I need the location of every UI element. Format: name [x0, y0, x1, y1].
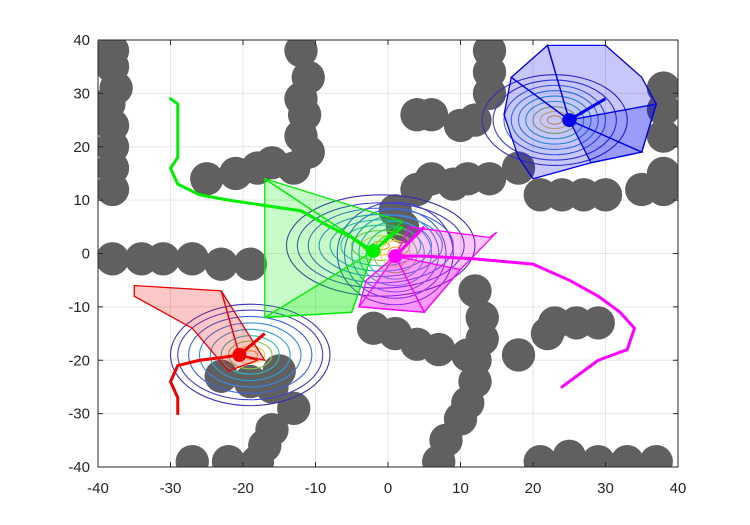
- obstacles: [98, 40, 678, 467]
- obstacle: [646, 156, 678, 191]
- obstacle: [472, 162, 507, 196]
- obstacle: [277, 391, 311, 425]
- contour-ellipse: [296, 202, 465, 289]
- y-tick-label: 20: [73, 139, 90, 156]
- obstacle: [472, 76, 507, 111]
- obstacle: [458, 274, 492, 308]
- contour-ellipse: [351, 229, 411, 261]
- obstacle: [400, 98, 434, 132]
- obstacle: [523, 444, 557, 467]
- fov-polygon: [567, 118, 644, 164]
- fov-polygon: [264, 249, 375, 319]
- robots: [232, 97, 607, 362]
- contour-ellipse: [365, 227, 425, 280]
- contour-ellipse: [336, 201, 454, 306]
- obstacle: [98, 242, 130, 276]
- contour-ellipse: [503, 84, 607, 156]
- obstacle: [581, 444, 615, 467]
- obstacle: [204, 247, 238, 281]
- x-tick-label: 0: [384, 480, 392, 497]
- contour-ellipse: [532, 106, 578, 134]
- x-tick-label: 30: [597, 480, 614, 497]
- contour-ellipse: [517, 95, 592, 145]
- obstacle: [240, 444, 275, 467]
- trajectories: [169, 97, 636, 416]
- obstacle: [552, 439, 586, 467]
- contour-ellipse: [380, 240, 411, 267]
- contour-ellipse: [351, 214, 440, 293]
- contour-ellipse: [510, 90, 599, 150]
- contour-ellipse: [227, 340, 273, 370]
- obstacle: [146, 242, 180, 276]
- obstacle: [646, 71, 678, 105]
- robot-marker: [366, 243, 381, 258]
- y-tick-label: -20: [68, 352, 90, 369]
- obstacle: [581, 306, 615, 340]
- contour-ellipse: [169, 303, 331, 407]
- obstacle: [175, 444, 209, 467]
- contour-ellipse: [525, 100, 585, 140]
- x-tick-label: 40: [670, 480, 687, 497]
- x-tick-label: -40: [87, 480, 109, 497]
- contour-ellipse: [343, 208, 447, 299]
- obstacle: [501, 151, 536, 185]
- contour-ellipse: [220, 335, 280, 375]
- contour-ellipse: [340, 224, 422, 267]
- y-tick-label: 0: [82, 246, 90, 263]
- obstacle: [175, 242, 209, 276]
- obstacle: [284, 40, 318, 68]
- robot-marker: [562, 113, 577, 128]
- contour-ellipse: [209, 328, 291, 382]
- contour-ellipse: [198, 322, 302, 388]
- obstacle: [443, 108, 478, 143]
- robot-heading: [568, 97, 607, 122]
- obstacle: [610, 444, 644, 467]
- y-tick-label: -10: [68, 299, 90, 316]
- contour-ellipse: [177, 309, 324, 401]
- fov-polygon: [510, 44, 571, 122]
- obstacle: [501, 338, 536, 372]
- x-axis: -40 -30 -20 -10 0 10 20 30 40: [87, 40, 686, 497]
- obstacle: [646, 119, 678, 153]
- y-tick-label: 10: [73, 192, 90, 209]
- fov-polygon: [264, 178, 404, 252]
- obstacle: [639, 444, 673, 467]
- fov-polygon: [394, 255, 462, 314]
- x-tick-label: 10: [452, 480, 469, 497]
- obstacle: [233, 247, 267, 281]
- y-tick-label: -30: [68, 406, 90, 423]
- obstacle: [588, 178, 623, 212]
- obstacle: [190, 162, 224, 196]
- contour-ellipse: [481, 74, 628, 166]
- obstacle: [211, 444, 246, 467]
- x-tick-label: -10: [305, 480, 327, 497]
- y-tick-label: -40: [68, 459, 90, 476]
- robot-marker: [232, 347, 247, 362]
- obstacle: [422, 444, 456, 467]
- trajectory-line: [169, 97, 375, 253]
- contour-ellipse: [492, 79, 617, 161]
- x-tick-label: -20: [232, 480, 254, 497]
- contour-ellipse: [546, 115, 563, 125]
- fov-polygon: [133, 284, 260, 372]
- robot-marker: [388, 249, 403, 264]
- contour-ellipse: [358, 220, 433, 287]
- obstacle: [219, 156, 253, 191]
- y-tick-label: 30: [73, 85, 90, 102]
- contour-ellipse: [188, 315, 313, 394]
- trajectory-line: [169, 353, 241, 416]
- x-tick-label: 20: [525, 480, 542, 497]
- obstacle: [422, 332, 456, 367]
- trajectory-line: [393, 254, 636, 389]
- contour-ellipse: [329, 219, 433, 272]
- x-tick-label: -30: [160, 480, 182, 497]
- y-axis: -40 -30 -20 -10 0 10 20 30 40: [68, 32, 678, 476]
- obstacle: [98, 172, 130, 207]
- y-tick-label: 40: [73, 32, 90, 49]
